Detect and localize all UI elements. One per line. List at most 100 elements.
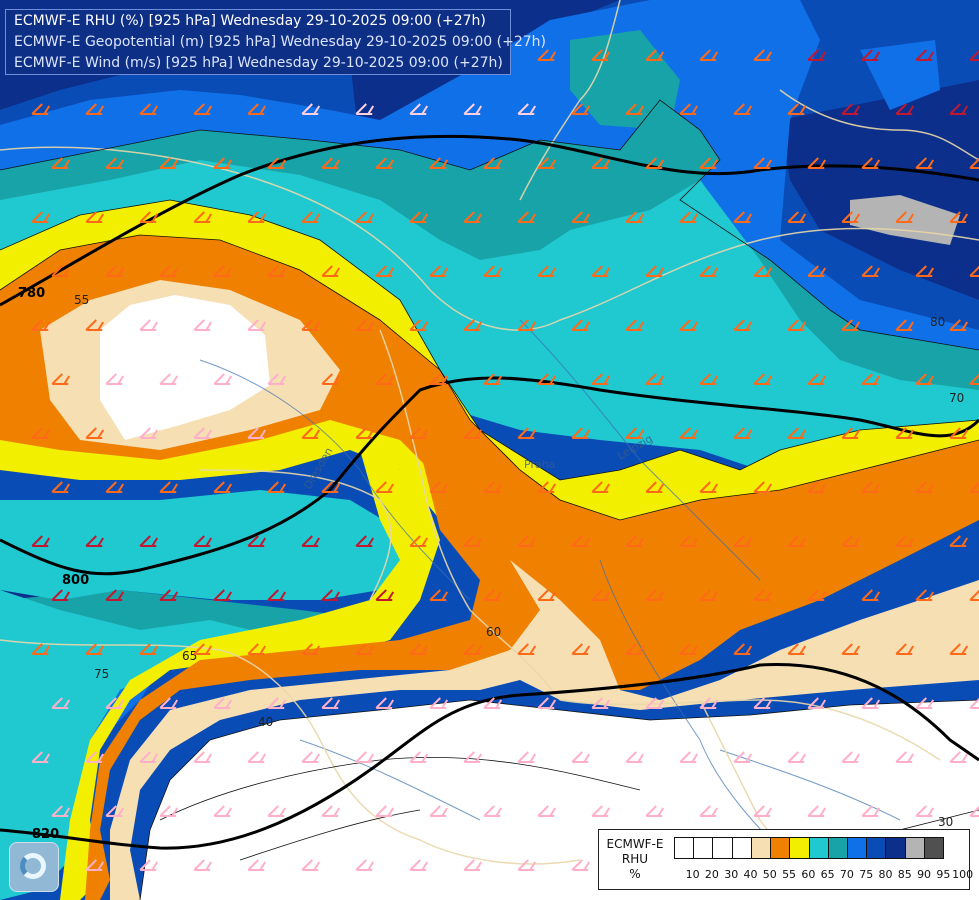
rhu-contour-lines [0, 99, 979, 900]
wind-barb [51, 697, 71, 709]
wind-barb [355, 427, 375, 439]
wind-barb [571, 859, 591, 871]
wind-barb [537, 805, 557, 817]
wind-barb [895, 427, 915, 439]
wind-barb [949, 535, 969, 547]
wind-barb [699, 805, 719, 817]
legend-swatch [694, 838, 714, 858]
wind-barb [807, 373, 827, 385]
wind-barb [85, 859, 105, 871]
legend-swatch [732, 838, 752, 858]
wind-barb [267, 589, 287, 601]
wind-barb [537, 373, 557, 385]
wind-barb [537, 265, 557, 277]
wind-barb [267, 265, 287, 277]
wind-barb [247, 211, 267, 223]
wind-barb [753, 805, 773, 817]
wind-barb [139, 319, 159, 331]
wind-barb [85, 643, 105, 655]
ecmwf-logo [9, 842, 59, 892]
wind-barb [537, 697, 557, 709]
wind-barb [949, 643, 969, 655]
wind-barb [31, 103, 51, 115]
wind-barb [787, 211, 807, 223]
wind-barb [247, 859, 267, 871]
wind-barb [355, 103, 375, 115]
wind-barb [679, 211, 699, 223]
legend-tick: 95 [936, 868, 951, 881]
wind-barb [895, 751, 915, 763]
wind-barb [267, 157, 287, 169]
wind-barb [699, 697, 719, 709]
wind-barb [85, 319, 105, 331]
wind-barb [699, 373, 719, 385]
wind-barb [861, 265, 881, 277]
legend-tick: 60 [801, 868, 816, 881]
legend-title-line: RHU [621, 852, 649, 866]
wind-barb [355, 319, 375, 331]
wind-barb [625, 427, 645, 439]
wind-barb [949, 103, 969, 115]
wind-barb [159, 481, 179, 493]
legend-color-bar [674, 837, 944, 859]
wind-barb [409, 319, 429, 331]
wind-barb [787, 643, 807, 655]
wind-barb [915, 373, 935, 385]
wind-barb [679, 751, 699, 763]
legend-tick: 90 [917, 868, 932, 881]
wind-barb [429, 481, 449, 493]
legend-title: ECMWF-E RHU % [605, 837, 665, 882]
wind-barb [679, 643, 699, 655]
wind-barb [787, 103, 807, 115]
wind-barb [213, 589, 233, 601]
wind-barb [679, 319, 699, 331]
wind-barb [841, 643, 861, 655]
wind-barb [321, 805, 341, 817]
rhu-50-area [100, 295, 270, 440]
wind-barb [645, 265, 665, 277]
wind-barb [463, 535, 483, 547]
wind-barb [787, 427, 807, 439]
wind-barb [591, 697, 611, 709]
wind-barb [139, 643, 159, 655]
wind-barb [247, 319, 267, 331]
legend-swatch [867, 838, 887, 858]
wind-barb [193, 319, 213, 331]
wind-barb [193, 103, 213, 115]
geopotential-label-820: 820 [32, 827, 59, 842]
header-geopotential-title: ECMWF-E Geopotential (m) [925 hPa] Wedne… [14, 34, 546, 50]
wind-barb [267, 805, 287, 817]
wind-barb [679, 535, 699, 547]
wind-barb [733, 211, 753, 223]
wind-barb [483, 373, 503, 385]
wind-barb [429, 157, 449, 169]
wind-barb [429, 697, 449, 709]
wind-barb [915, 697, 935, 709]
wind-barb [463, 319, 483, 331]
wind-barb [807, 49, 827, 61]
wind-barb [159, 805, 179, 817]
wind-barb [31, 643, 51, 655]
legend-swatch [675, 838, 695, 858]
wind-barb [895, 103, 915, 115]
wind-barb [753, 697, 773, 709]
wind-barb [807, 805, 827, 817]
wind-barb [861, 481, 881, 493]
wind-barb [483, 157, 503, 169]
wind-barb [517, 103, 537, 115]
wind-barb [375, 589, 395, 601]
wind-barb [321, 697, 341, 709]
wind-barb [483, 589, 503, 601]
wind-barb [591, 373, 611, 385]
wind-barb [645, 157, 665, 169]
legend-tick: 70 [839, 868, 854, 881]
rhu-65-area [60, 450, 440, 900]
wind-barb [301, 427, 321, 439]
wind-barb [861, 589, 881, 601]
legend-swatch [790, 838, 810, 858]
legend-tick: 80 [878, 868, 893, 881]
wind-barb [409, 751, 429, 763]
wind-barb [807, 589, 827, 601]
legend-tick: 75 [859, 868, 874, 881]
wind-barb [591, 157, 611, 169]
